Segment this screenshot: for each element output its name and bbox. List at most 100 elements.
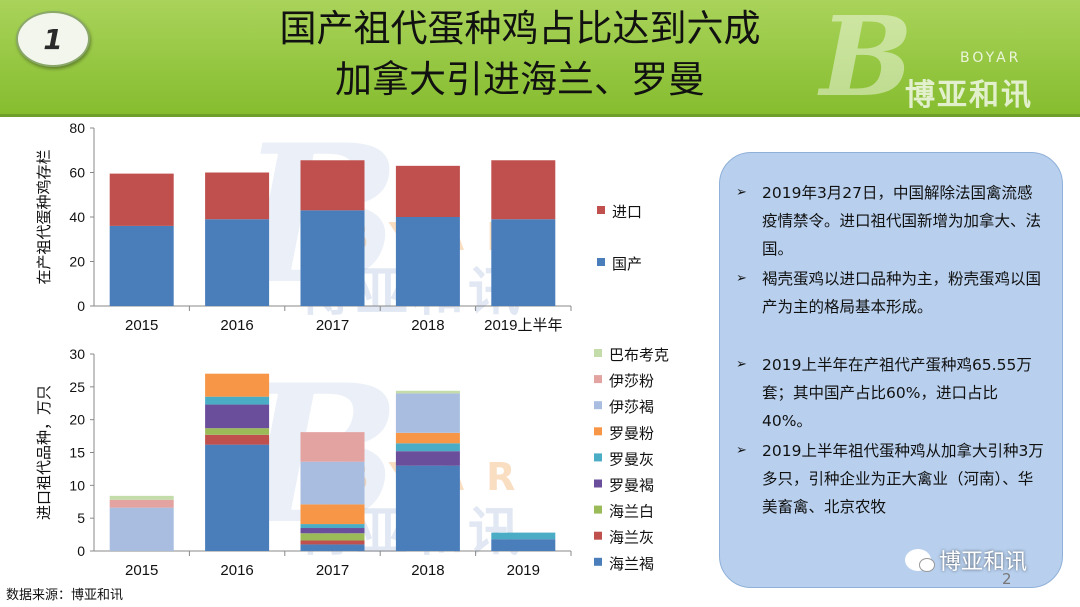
x-tick-label: 2017 [316,562,349,579]
arrow-bullet-icon: ➢ [736,357,747,372]
legend-swatch [594,427,602,436]
bar-segment [395,465,460,551]
note-text: 2019上半年在产祖代产蛋种鸡65.55万套；其中国产占比60%，进口占比40%… [762,356,1032,430]
bar-segment [491,532,556,540]
legend-swatch [594,453,602,462]
y-axis-label: 进口祖代品种，万只 [36,385,53,520]
bar-segment [205,404,270,429]
y-tick-label: 0 [77,543,85,559]
y-tick-label: 80 [69,120,85,136]
y-tick-label: 40 [69,209,85,225]
slide-header [0,0,1080,114]
bar-segment [205,434,270,445]
bar-segment [109,507,174,551]
bar-segment [300,504,365,525]
y-tick-label: 15 [69,445,85,461]
legend-swatch [597,258,605,266]
bar-segment [491,219,556,306]
slide-title-line2: 加拿大引进海兰、罗曼 [335,58,705,101]
legend-label: 伊莎粉 [609,373,654,390]
legend-swatch [594,349,602,357]
bar-segment [395,443,460,452]
bar-segment [205,444,270,551]
bar-segment [491,160,556,220]
bar-segment [395,432,460,444]
arrow-bullet-icon: ➢ [736,185,747,200]
legend-label: 海兰白 [609,504,654,521]
note-bullet: ➢ 褐壳蛋鸡以进口品种为主，粉壳蛋鸡以国产为主的格局基本形成。 [736,265,1044,321]
legend-label: 海兰灰 [609,530,654,547]
bar-segment [109,495,174,500]
note-text: 2019上半年祖代蛋种鸡从加拿大引种3万多只，引种企业为正大禽业（河南）、华美畜… [762,442,1044,516]
y-tick-label: 60 [69,165,85,181]
bar-segment [395,217,460,306]
bar-segment [300,210,365,306]
note-text: 2019年3月27日，中国解除法国禽流感疫情禁令。进口祖代国新增为加拿大、法国。 [762,184,1042,258]
bar-segment [300,528,365,534]
bar-segment [205,396,270,405]
x-tick-label: 2019上半年 [484,317,562,334]
legend-swatch [594,375,602,384]
slide-title-line1: 国产祖代蛋种鸡占比达到六成 [279,7,761,50]
note-text: 褐壳蛋鸡以进口品种为主，粉壳蛋鸡以国产为主的格局基本形成。 [762,270,1042,316]
bar-segment [491,539,556,551]
x-tick-label: 2016 [220,317,253,334]
bar-segment [300,524,365,529]
wechat-watermark: 博亚和讯 [905,544,1027,576]
bar-segment [205,428,270,435]
legend-label: 罗曼粉 [609,425,654,442]
y-tick-label: 20 [69,254,85,270]
page-number: 2 [1002,570,1012,588]
x-tick-label: 2019 [507,562,540,579]
header-logo-mark: B [820,0,913,121]
x-tick-label: 2018 [411,562,444,579]
legend-label: 罗曼褐 [609,478,654,495]
note-bullet: ➢ 2019年3月27日，中国解除法国禽流感疫情禁令。进口祖代国新增为加拿大、法… [736,179,1044,263]
header-logo-text: 博亚和讯 [905,78,1033,113]
y-tick-label: 20 [69,412,85,428]
y-tick-label: 10 [69,477,85,493]
bar-segment [395,393,460,433]
bar-segment [205,219,270,306]
legend-swatch [594,531,602,540]
bar-segment [395,390,460,394]
legend-label: 罗曼灰 [609,451,654,468]
arrow-bullet-icon: ➢ [736,271,747,286]
bar-segment [395,165,460,217]
x-tick-label: 2017 [316,317,349,334]
bar-segment [109,499,174,508]
bar-segment [395,451,460,466]
y-axis-label: 在产祖代蛋种鸡存栏 [36,149,53,284]
bar-segment [109,173,174,226]
notes-panel: ➢ 2019年3月27日，中国解除法国禽流感疫情禁令。进口祖代国新增为加拿大、法… [719,152,1063,588]
wechat-account-name: 博亚和讯 [939,550,1028,575]
data-source-note: 数据来源：博亚和讯 [6,588,124,603]
bar-segment [109,225,174,306]
wechat-icon [905,549,935,572]
legend-label: 伊莎褐 [609,399,654,416]
legend-swatch [594,401,602,410]
bar-segment [300,544,365,551]
bar-segment [300,432,365,462]
y-tick-label: 30 [69,346,85,362]
y-tick-label: 25 [69,379,85,395]
legend-label: 进口 [612,204,642,221]
bar-segment [300,461,365,505]
bar-segment [300,533,365,541]
legend-swatch [594,479,602,488]
x-tick-label: 2015 [125,562,158,579]
legend-label: 海兰褐 [609,556,654,573]
note-bullet: ➢ 2019上半年祖代蛋种鸡从加拿大引种3万多只，引种企业为正大禽业（河南）、华… [736,437,1044,521]
header-divider [0,114,1080,117]
bar-segment [205,172,270,220]
x-tick-label: 2015 [125,317,158,334]
bar-segment [300,540,365,545]
slide-number-badge: 1 [16,11,90,67]
x-tick-label: 2016 [220,562,253,579]
legend-swatch [594,505,602,514]
legend-label: 国产 [612,256,642,273]
note-bullet: ➢ 2019上半年在产祖代产蛋种鸡65.55万套；其中国产占比60%，进口占比4… [736,351,1044,435]
bar-segment [205,373,270,397]
legend-label: 巴布考克 [609,347,669,364]
